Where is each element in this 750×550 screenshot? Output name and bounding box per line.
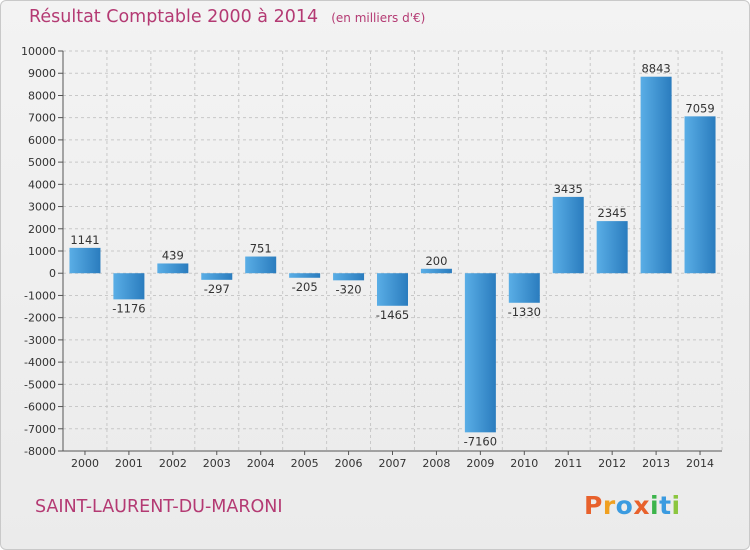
bar-2005	[289, 273, 321, 278]
x-tick-label: 2005	[291, 457, 319, 470]
data-label-2013: 8843	[641, 62, 670, 76]
x-tick-label: 2007	[379, 457, 407, 470]
x-tick-label: 2004	[247, 457, 275, 470]
bar-2010	[508, 273, 540, 303]
chart-title: Résultat Comptable 2000 à 2014 (en milli…	[29, 7, 425, 27]
y-tick-label: 4000	[28, 178, 56, 191]
bar-2014	[684, 116, 716, 274]
x-tick-label: 2008	[422, 457, 450, 470]
bar-2006	[333, 273, 365, 281]
logo-letter: i	[671, 491, 681, 520]
data-label-2003: -297	[204, 282, 230, 296]
bar-2011	[552, 196, 584, 274]
y-tick-label: -2000	[24, 312, 56, 325]
data-label-2006: -320	[336, 282, 362, 296]
data-label-2007: -1465	[376, 308, 409, 322]
proxiti-logo[interactable]: Proxiti	[584, 491, 681, 520]
x-tick-label: 2012	[598, 457, 626, 470]
bars	[69, 76, 716, 433]
data-label-2004: 751	[250, 242, 272, 256]
y-tick-label: -5000	[24, 378, 56, 391]
chart-title-main: Résultat Comptable 2000 à 2014	[29, 7, 319, 27]
y-tick-label: 8000	[28, 89, 56, 102]
x-tick-label: 2006	[335, 457, 363, 470]
y-tick-label: 9000	[28, 67, 56, 80]
chart-title-unit: (en milliers d'€)	[331, 11, 426, 25]
y-tick-label: 7000	[28, 112, 56, 125]
y-tick-label: 5000	[28, 156, 56, 169]
x-tick-label: 2011	[554, 457, 582, 470]
logo-letter: o	[615, 491, 634, 520]
y-tick-label: -8000	[24, 445, 56, 458]
x-tick-label: 2002	[159, 457, 187, 470]
bar-2008	[420, 268, 452, 274]
x-tick-label: 2013	[642, 457, 670, 470]
data-label-2002: 439	[162, 248, 184, 262]
x-tick-label: 2000	[71, 457, 99, 470]
logo-letter: r	[602, 491, 616, 520]
bar-2009	[464, 273, 496, 433]
logo-letter: x	[633, 491, 650, 520]
bar-2012	[596, 221, 628, 274]
y-tick-label: -4000	[24, 356, 56, 369]
data-label-2000: 1141	[70, 233, 99, 247]
y-tick-label: -6000	[24, 401, 56, 414]
y-tick-label: 6000	[28, 134, 56, 147]
data-label-2009: -7160	[464, 434, 497, 448]
logo-letter: i	[650, 491, 660, 520]
y-tick-label: -3000	[24, 334, 56, 347]
bar-2013	[640, 76, 672, 274]
y-tick-label: -1000	[24, 289, 56, 302]
data-labels: 1141 -1176 439 -297 751 -205 -320 -1465 200 -7160…	[70, 62, 714, 449]
x-tick-label: 2003	[203, 457, 231, 470]
data-label-2011: 3435	[554, 182, 583, 196]
data-label-2008: 200	[425, 254, 447, 268]
x-tick-label: 2010	[510, 457, 538, 470]
bar-2003	[201, 273, 233, 280]
y-tick-label: 2000	[28, 223, 56, 236]
y-tick-label: 3000	[28, 201, 56, 214]
logo-letter: P	[584, 491, 603, 520]
data-label-2010: -1330	[508, 305, 541, 319]
bar-2000	[69, 247, 101, 274]
data-label-2005: -205	[292, 280, 318, 294]
bar-2002	[157, 263, 189, 274]
data-label-2014: 7059	[685, 101, 714, 115]
x-tick-label: 2014	[686, 457, 714, 470]
y-tick-label: -7000	[24, 423, 56, 436]
data-label-2012: 2345	[598, 206, 627, 220]
bar-2004	[245, 256, 277, 274]
commune-name: SAINT-LAURENT-DU-MARONI	[35, 497, 283, 517]
x-tick-label: 2009	[466, 457, 494, 470]
data-label-2001: -1176	[112, 301, 145, 315]
y-tick-label: 0	[49, 267, 56, 280]
bar-2001	[113, 273, 145, 300]
logo-letter: t	[659, 491, 672, 520]
bar-2007	[377, 273, 408, 306]
y-tick-label: 10000	[21, 45, 56, 58]
x-tick-label: 2001	[115, 457, 143, 470]
axes: 1000090008000700060005000400030002000100…	[21, 45, 722, 470]
y-tick-label: 1000	[28, 245, 56, 258]
